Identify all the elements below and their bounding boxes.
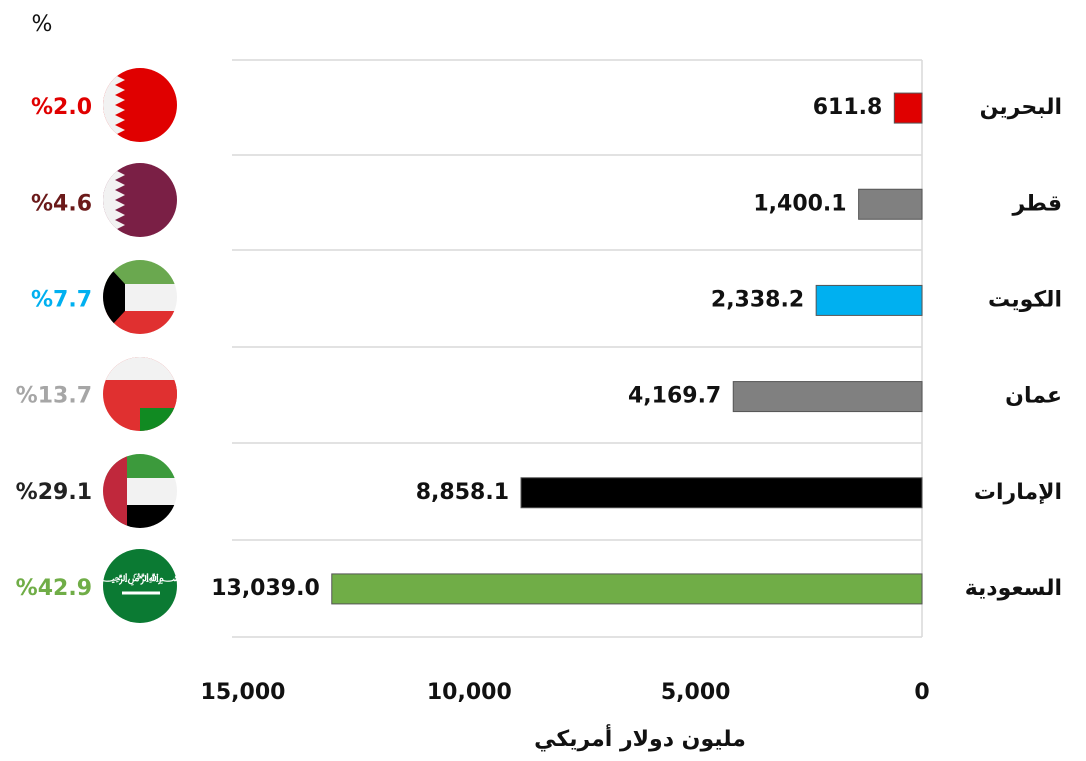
category-label: السعودية [965,576,1062,601]
value-label: 1,400.1 [753,191,846,216]
share-label: %13.7 [16,384,92,409]
value-label: 13,039.0 [211,576,320,601]
value-label: 611.8 [813,95,883,120]
share-label: %42.9 [16,576,92,601]
share-label: %2.0 [31,95,92,120]
x-tick-label: 10,000 [427,680,512,705]
category-label: عمان [1005,384,1062,409]
share-label: %29.1 [16,480,92,505]
svg-text:﷽: ﷽ [97,571,183,586]
x-tick-label: 15,000 [201,680,286,705]
share-label: %4.6 [31,191,92,216]
category-label: البحرين [980,95,1062,120]
category-label: قطر [1011,191,1062,216]
category-label: الكويت [988,287,1062,312]
bar [858,188,923,220]
bar [815,284,923,316]
value-label: 4,169.7 [628,384,721,409]
value-label: 2,338.2 [711,287,804,312]
bar [893,92,923,124]
value-label: 8,858.1 [416,480,509,505]
category-grid [232,59,923,638]
category-label: الإمارات [974,480,1062,505]
bar [520,477,923,509]
x-tick-label: 0 [914,680,929,705]
bar [732,381,923,413]
flags: ﷽ [97,68,183,623]
shares-title: % [32,12,53,37]
x-axis-label: مليون دولار أمريكي [534,723,746,752]
bar [331,573,923,605]
x-tick-label: 5,000 [661,680,731,705]
share-label: %7.7 [31,287,92,312]
